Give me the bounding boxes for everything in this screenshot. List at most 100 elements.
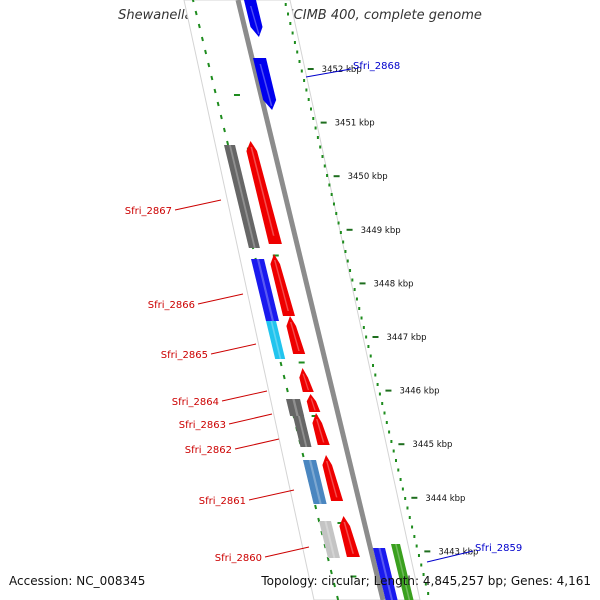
ruler-label: 3450 kbp — [348, 172, 388, 182]
gc-tick — [279, 361, 283, 367]
position-tick — [355, 297, 358, 301]
ruler-label: 3448 kbp — [374, 279, 414, 289]
gc-tick — [207, 62, 211, 68]
position-tick — [367, 345, 370, 348]
cog-block-highlight — [308, 460, 322, 504]
position-tick — [332, 202, 335, 206]
position-tick — [392, 449, 395, 453]
gc-tick — [204, 49, 208, 55]
position-tick — [293, 41, 296, 44]
position-tick — [291, 31, 294, 35]
gc-tick — [197, 23, 201, 29]
gene-label-leader — [248, 489, 295, 501]
gene-label: Sfri_2863 — [179, 420, 226, 431]
position-tick — [358, 307, 361, 310]
cog-block-highlight — [378, 548, 394, 600]
position-tick — [388, 430, 391, 434]
gc-tick — [213, 88, 217, 94]
gene-label-leader — [228, 413, 273, 425]
position-tick — [309, 107, 312, 111]
gene-label-leader — [210, 343, 257, 355]
position-tick — [319, 145, 322, 149]
position-tick — [420, 563, 423, 567]
gene-arrow-highlight — [259, 64, 273, 106]
gc-tick — [301, 452, 305, 458]
cog-block-highlight — [228, 145, 256, 248]
position-tick — [394, 459, 397, 462]
gene-label: Sfri_2865 — [161, 350, 208, 361]
gene-arrow — [246, 141, 282, 244]
position-tick — [404, 497, 407, 500]
position-tick — [383, 411, 386, 415]
position-tick — [339, 231, 342, 234]
position-tick — [307, 98, 310, 101]
position-tick — [314, 126, 317, 130]
ruler-labels: 3452 kbp 3451 kbp 3450 kbp 3449 kbp 3448 kbp… — [307, 65, 478, 557]
gc-tick — [326, 556, 330, 562]
gene-arrow — [306, 394, 321, 412]
gene-arrow-highlight — [310, 398, 316, 411]
gene-label-leader — [305, 68, 352, 78]
gene-arrow — [299, 368, 314, 392]
gene-label: Sfri_2867 — [125, 206, 172, 217]
gc-tick — [210, 75, 214, 81]
cog-block — [303, 460, 327, 504]
position-tick — [351, 278, 354, 282]
gc-tick — [282, 374, 286, 380]
position-tick — [289, 22, 292, 25]
position-tick — [385, 421, 388, 424]
position-tick — [337, 221, 340, 225]
ruler-label: 3449 kbp — [361, 226, 401, 236]
cog-block — [293, 416, 312, 447]
gene-label: Sfri_2866 — [148, 300, 195, 311]
gene-arrow — [322, 455, 344, 501]
map-band — [183, 0, 421, 600]
position-tick — [365, 335, 368, 339]
position-tick — [328, 183, 331, 187]
ruler-label: 3444 kbp — [425, 494, 465, 504]
ruler-label: 3446 kbp — [399, 387, 439, 397]
position-tick — [424, 582, 427, 586]
position-tick — [378, 392, 381, 396]
gene-arrow — [286, 316, 306, 354]
position-tick — [287, 12, 290, 16]
gc-tick — [329, 569, 333, 575]
gene-label: Sfri_2860 — [215, 553, 262, 564]
cog-block-highlight — [297, 416, 308, 447]
cog-block-highlight — [395, 544, 411, 600]
accession-label: Accession: NC_008345 — [9, 574, 146, 588]
gc-tick — [314, 504, 318, 510]
genome-summary: Topology: circular; Length: 4,845,257 bp… — [261, 574, 591, 588]
position-tick — [413, 535, 416, 538]
position-tick — [408, 516, 411, 519]
gene-arrow-highlight — [274, 260, 289, 312]
gene-arrow-highlight — [316, 419, 325, 443]
position-tick — [427, 592, 430, 595]
position-tick — [300, 69, 303, 73]
gene-arrows — [244, 0, 360, 557]
cog-block — [251, 259, 279, 321]
cog-block — [286, 399, 305, 416]
position-tick — [303, 79, 306, 82]
gc-tick — [194, 10, 198, 16]
gene-label-leader — [264, 546, 310, 558]
position-tick — [346, 259, 349, 263]
gc-tick — [336, 595, 340, 600]
gene-label: Sfri_2864 — [172, 397, 219, 408]
cog-blocks — [224, 145, 414, 600]
gene-label-leader — [234, 438, 280, 450]
position-tick — [312, 117, 315, 120]
position-tick — [326, 174, 329, 177]
position-tick — [362, 326, 365, 329]
gc-tick — [216, 101, 220, 107]
gene-label-leader — [197, 293, 244, 305]
position-tick — [397, 468, 400, 472]
gene-arrow-highlight — [302, 373, 310, 391]
gene-arrow-highlight — [250, 6, 260, 35]
position-tick — [344, 250, 347, 253]
ruler-label: 3452 kbp — [322, 65, 362, 75]
position-tick — [390, 440, 393, 443]
position-tick — [422, 573, 425, 576]
gene-arrow — [270, 254, 295, 316]
